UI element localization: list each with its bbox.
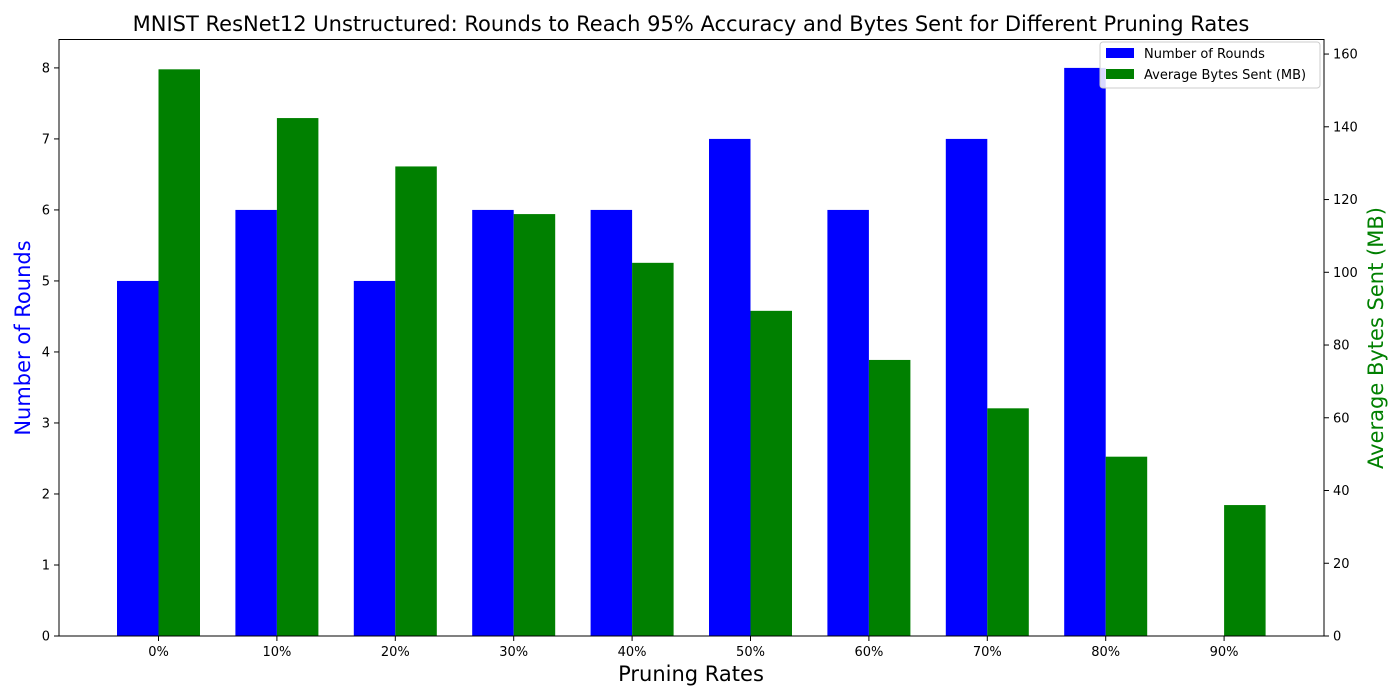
bytes-bar — [158, 69, 200, 636]
left-y-axis-ticks: 0 1 2 3 4 5 6 7 8 — [42, 61, 59, 645]
legend-label-rounds: Number of Rounds — [1144, 47, 1265, 62]
right-y-tick-label: 160 — [1333, 48, 1358, 63]
right-y-tick-label: 40 — [1333, 484, 1350, 499]
rounds-bar — [117, 280, 159, 636]
rounds-bar — [590, 209, 633, 636]
rounds-bar — [945, 138, 988, 636]
bytes-bars — [158, 69, 1266, 636]
legend-label-bytes: Average Bytes Sent (MB) — [1144, 68, 1306, 83]
bytes-bar — [632, 262, 674, 636]
x-tick-label: 0% — [148, 645, 169, 660]
x-tick-label: 80% — [1091, 645, 1120, 660]
rounds-bar — [472, 209, 514, 636]
left-y-tick-label: 7 — [42, 132, 50, 147]
x-axis-ticks: 0% 10% 20% 30% 40% 50% 60% 70% 80% 90% — [148, 636, 1239, 660]
rounds-bars — [117, 67, 1106, 636]
left-y-axis-label: Number of Rounds — [11, 240, 35, 435]
right-y-tick-label: 100 — [1333, 266, 1358, 281]
right-y-tick-label: 120 — [1333, 193, 1358, 208]
x-tick-label: 50% — [736, 645, 765, 660]
right-y-tick-label: 60 — [1333, 411, 1350, 426]
x-axis-label: Pruning Rates — [618, 662, 764, 686]
rounds-bar — [1064, 67, 1106, 636]
rounds-bar — [235, 209, 277, 636]
legend-swatch-rounds — [1106, 48, 1134, 58]
chart-title: MNIST ResNet12 Unstructured: Rounds to R… — [133, 12, 1250, 36]
legend-swatch-bytes — [1106, 69, 1134, 79]
right-y-tick-label: 0 — [1333, 630, 1341, 645]
right-y-axis-ticks: 0 20 40 60 80 100 120 140 160 — [1324, 48, 1358, 645]
left-y-tick-label: 1 — [42, 558, 50, 573]
bytes-bar — [987, 408, 1029, 636]
left-y-tick-label: 2 — [42, 487, 50, 502]
bytes-bar — [868, 359, 911, 636]
x-tick-label: 10% — [262, 645, 291, 660]
rounds-bar — [709, 138, 751, 636]
x-tick-label: 90% — [1210, 645, 1239, 660]
plot-frame — [58, 39, 1325, 637]
x-tick-label: 40% — [618, 645, 647, 660]
bytes-bar — [750, 310, 792, 636]
legend-box — [1099, 41, 1321, 89]
left-y-tick-label: 4 — [42, 345, 50, 360]
left-y-tick-label: 3 — [42, 416, 50, 431]
left-y-tick-label: 6 — [42, 203, 50, 218]
bytes-bar — [276, 118, 319, 636]
bytes-bar — [1224, 505, 1266, 636]
legend: Number of Rounds Average Bytes Sent (MB) — [1099, 41, 1321, 89]
right-y-tick-label: 20 — [1333, 557, 1350, 572]
bytes-bar — [1105, 456, 1148, 636]
right-y-tick-label: 140 — [1333, 120, 1358, 135]
bytes-bar — [513, 214, 556, 636]
x-tick-label: 70% — [973, 645, 1002, 660]
rounds-bar — [353, 280, 396, 636]
left-y-tick-label: 8 — [42, 61, 50, 76]
x-tick-label: 30% — [499, 645, 528, 660]
right-y-axis-label: Average Bytes Sent (MB) — [1364, 207, 1388, 469]
left-y-tick-label: 0 — [42, 630, 50, 645]
x-tick-label: 20% — [381, 645, 410, 660]
rounds-bar — [827, 209, 869, 636]
left-y-tick-label: 5 — [42, 274, 50, 289]
right-y-tick-label: 80 — [1333, 339, 1350, 354]
x-tick-label: 60% — [854, 645, 883, 660]
bytes-bar — [395, 166, 437, 636]
